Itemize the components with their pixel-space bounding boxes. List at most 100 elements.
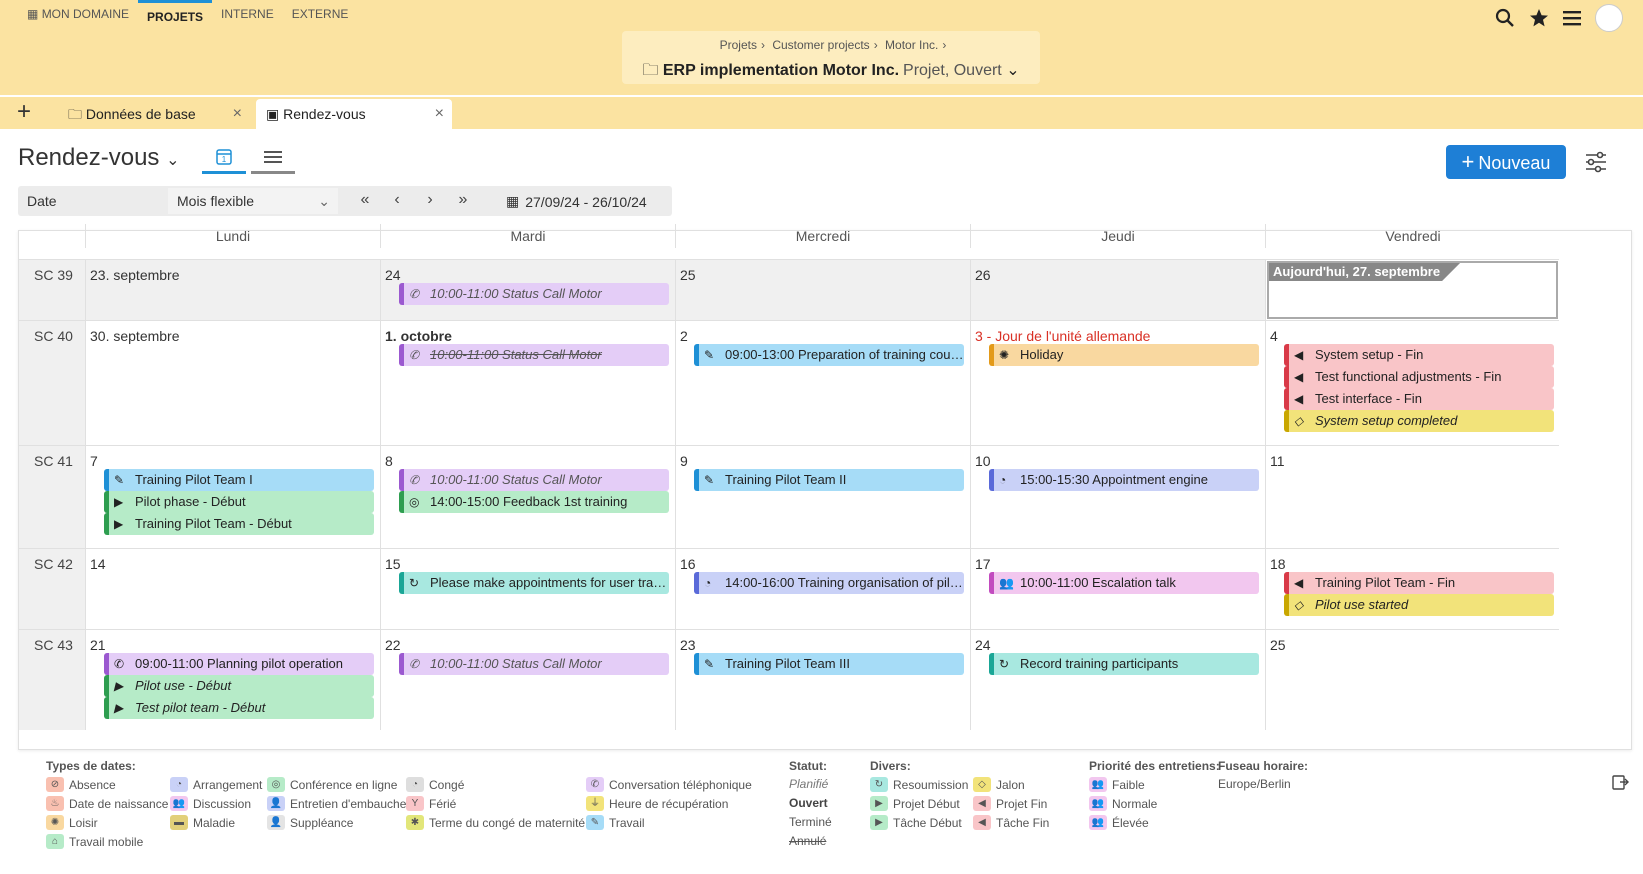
tab-donnees-de-base[interactable]: 🗀 Données de base × [58, 99, 250, 129]
legend-type-item: 👤 Suppléance [267, 815, 353, 830]
event-item[interactable]: ↻ Record training participants [989, 653, 1259, 675]
new-button[interactable]: + Nouveau [1446, 145, 1566, 179]
day-cell[interactable]: 4 [1265, 320, 1559, 445]
star-icon[interactable] [1529, 8, 1549, 28]
event-label: 10:00-11:00 Status Call Motor [430, 347, 602, 362]
event-label: 10:00-11:00 Status Call Motor [430, 472, 602, 487]
event-item[interactable]: ✆ 10:00-11:00 Status Call Motor [399, 653, 669, 675]
event-item[interactable]: 👥 10:00-11:00 Escalation talk [989, 572, 1259, 594]
page-title[interactable]: 🗀 ERP implementation Motor Inc. Projet, O… [622, 59, 1040, 86]
day-cell[interactable]: 8 [380, 445, 675, 548]
day-cell[interactable]: 14 [85, 548, 380, 629]
event-item[interactable]: ▶ Test pilot team - Début [104, 697, 374, 719]
nav-externe[interactable]: EXTERNE [291, 7, 349, 21]
nav-mon-domaine[interactable]: ▦ MON DOMAINE [27, 7, 130, 21]
day-cell[interactable]: 2 [675, 320, 970, 445]
event-label: 10:00-11:00 Status Call Motor [430, 286, 602, 301]
event-item[interactable]: ✎ 09:00-13:00 Preparation of training cou… [694, 344, 964, 366]
day-cell[interactable]: 30. septembre [85, 320, 380, 445]
list-view-button[interactable] [251, 146, 295, 174]
day-cell[interactable]: 18 [1265, 548, 1559, 629]
close-icon[interactable]: × [232, 105, 242, 122]
day-cell[interactable]: 24 [970, 629, 1265, 730]
day-cell[interactable]: 25 [1265, 629, 1559, 730]
event-item[interactable]: ◔ 14:00-16:00 Training organisation of pi… [694, 572, 964, 594]
domain-icon: ▦ [27, 7, 39, 21]
date-field-label[interactable]: Date [27, 193, 57, 209]
legend-types-title: Types de dates: [46, 759, 136, 773]
event-item[interactable]: ◇ System setup completed [1284, 410, 1554, 432]
day-cell[interactable]: 3 - Jour de l'unité allemande [970, 320, 1265, 445]
previous-icon[interactable]: ‹ [394, 191, 400, 208]
day-number: 10 [975, 453, 991, 469]
day-cell[interactable]: 16 [675, 548, 970, 629]
nav-projets[interactable]: PROJETS [138, 0, 213, 24]
today-label: Aujourd'hui, 27. septembre [1269, 263, 1460, 281]
event-item[interactable]: ✺ Holiday [989, 344, 1259, 366]
day-number: 30. septembre [90, 328, 180, 344]
event-item[interactable]: ◀ Test functional adjustments - Fin [1284, 366, 1554, 388]
event-item[interactable]: ↻ Please make appointments for user train… [399, 572, 669, 594]
day-number: 15 [385, 556, 401, 572]
avatar[interactable] [1595, 4, 1623, 32]
event-item[interactable]: ✆ 10:00-11:00 Status Call Motor [399, 283, 669, 305]
day-cell[interactable]: 1. octobre [380, 320, 675, 445]
legend-label: Europe/Berlin [1218, 777, 1291, 791]
event-item[interactable]: ✎ Training Pilot Team I [104, 469, 374, 491]
first-page-icon[interactable]: « [360, 191, 370, 208]
day-cell[interactable]: 9 [675, 445, 970, 548]
add-tab-button[interactable]: + [17, 98, 32, 125]
menu-icon[interactable] [1563, 10, 1581, 26]
event-item[interactable]: ✆ 10:00-11:00 Status Call Motor [399, 344, 669, 366]
day-cell[interactable]: 21 [85, 629, 380, 730]
search-icon[interactable] [1495, 8, 1515, 28]
event-item[interactable]: ▶ Training Pilot Team - Début [104, 513, 374, 535]
breadcrumb-item[interactable]: Customer projects [772, 38, 870, 52]
event-item[interactable]: ✆ 09:00-11:00 Planning pilot operation [104, 653, 374, 675]
event-item[interactable]: ✎ Training Pilot Team II [694, 469, 964, 491]
event-label: System setup - Fin [1315, 347, 1424, 362]
event-type-icon: ✆ [114, 657, 125, 671]
event-item[interactable]: ◇ Pilot use started [1284, 594, 1554, 616]
day-cell[interactable]: 22 [380, 629, 675, 730]
day-cell[interactable]: 10 [970, 445, 1265, 548]
legend-misc-item: ◀ Tâche Fin [973, 815, 1049, 830]
day-cell[interactable]: 23 [675, 629, 970, 730]
day-cell[interactable]: 17 [970, 548, 1265, 629]
day-cell[interactable]: 11 [1265, 445, 1559, 548]
date-range[interactable]: ▦ 27/09/24 - 26/10/24 [506, 193, 647, 210]
legend-misc-item: ◇ Jalon [973, 777, 1025, 792]
event-item[interactable]: ▶ Pilot use - Début [104, 675, 374, 697]
day-cell[interactable]: 26 [970, 259, 1265, 320]
next-icon[interactable]: › [427, 191, 433, 208]
breadcrumb-item[interactable]: Motor Inc. [885, 38, 939, 52]
event-item[interactable]: ◀ Test interface - Fin [1284, 388, 1554, 410]
view-title[interactable]: Rendez-vous ⌄ [18, 144, 180, 171]
today-cell: Aujourd'hui, 27. septembre [1267, 261, 1558, 319]
nav-interne[interactable]: INTERNE [221, 7, 274, 21]
day-number: 24 [975, 637, 991, 653]
export-icon[interactable] [1611, 773, 1629, 794]
event-item[interactable]: ▶ Pilot phase - Début [104, 491, 374, 513]
event-item[interactable]: ✆ 10:00-11:00 Status Call Motor [399, 469, 669, 491]
event-item[interactable]: ◎ 14:00-15:00 Feedback 1st training [399, 491, 669, 513]
event-item[interactable]: ✎ Training Pilot Team III [694, 653, 964, 675]
breadcrumb-item[interactable]: Projets [719, 38, 757, 52]
event-item[interactable]: ◔ 15:00-15:30 Appointment engine [989, 469, 1259, 491]
legend-timezone-title: Fuseau horaire: [1218, 759, 1309, 773]
day-number: 11 [1270, 453, 1285, 469]
event-item[interactable]: ◀ System setup - Fin [1284, 344, 1554, 366]
event-item[interactable]: ◀ Training Pilot Team - Fin [1284, 572, 1554, 594]
filter-settings-button[interactable] [1584, 151, 1608, 176]
day-cell[interactable]: 25 [675, 259, 970, 320]
day-cell[interactable]: 15 [380, 548, 675, 629]
view-mode-select[interactable]: Mois flexible ⌄ [168, 188, 338, 214]
day-cell[interactable]: 7 [85, 445, 380, 548]
last-page-icon[interactable]: » [458, 191, 468, 208]
close-icon[interactable]: × [434, 105, 444, 122]
event-label: Test interface - Fin [1315, 391, 1422, 406]
calendar-view-button[interactable]: 1 [202, 146, 246, 174]
day-cell[interactable]: 23. septembre [85, 259, 380, 320]
day-cell[interactable]: Aujourd'hui, 27. septembre [1265, 259, 1559, 320]
tab-rendez-vous[interactable]: ▣ Rendez-vous × [256, 99, 452, 129]
